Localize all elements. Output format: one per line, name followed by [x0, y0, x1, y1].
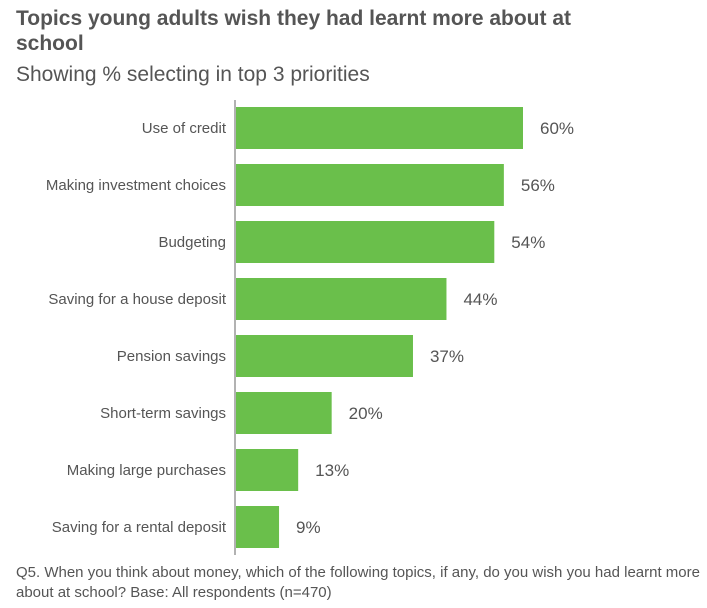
data-label: 20%: [349, 404, 383, 423]
bar: [236, 335, 413, 377]
category-label: Saving for a rental deposit: [52, 519, 227, 536]
category-label: Budgeting: [158, 234, 226, 251]
bar: [236, 506, 280, 548]
data-label: 56%: [521, 176, 555, 195]
data-label: 13%: [315, 461, 349, 480]
category-label: Making investment choices: [46, 177, 226, 194]
category-label: Saving for a house deposit: [48, 291, 226, 308]
footnote: Q5. When you think about money, which of…: [16, 564, 700, 601]
category-label: Use of credit: [142, 120, 227, 137]
bar: [236, 392, 332, 434]
data-label: 54%: [511, 233, 545, 252]
data-label: 44%: [463, 290, 497, 309]
bar: [236, 221, 495, 263]
data-label: 9%: [296, 518, 321, 537]
bar: [236, 107, 523, 149]
category-label: Pension savings: [117, 348, 226, 365]
category-label: Short-term savings: [100, 405, 226, 422]
chart-title: Topics young adults wish they had learnt…: [16, 7, 572, 55]
chart-subtitle: Showing % selecting in top 3 priorities: [16, 63, 370, 86]
bar: [236, 164, 504, 206]
data-label: 60%: [540, 119, 574, 138]
category-label: Making large purchases: [67, 462, 226, 479]
bar: [236, 278, 447, 320]
bar-chart: Use of credit 60% Making investment choice…: [46, 100, 574, 555]
data-label: 37%: [430, 347, 464, 366]
bar: [236, 449, 299, 491]
